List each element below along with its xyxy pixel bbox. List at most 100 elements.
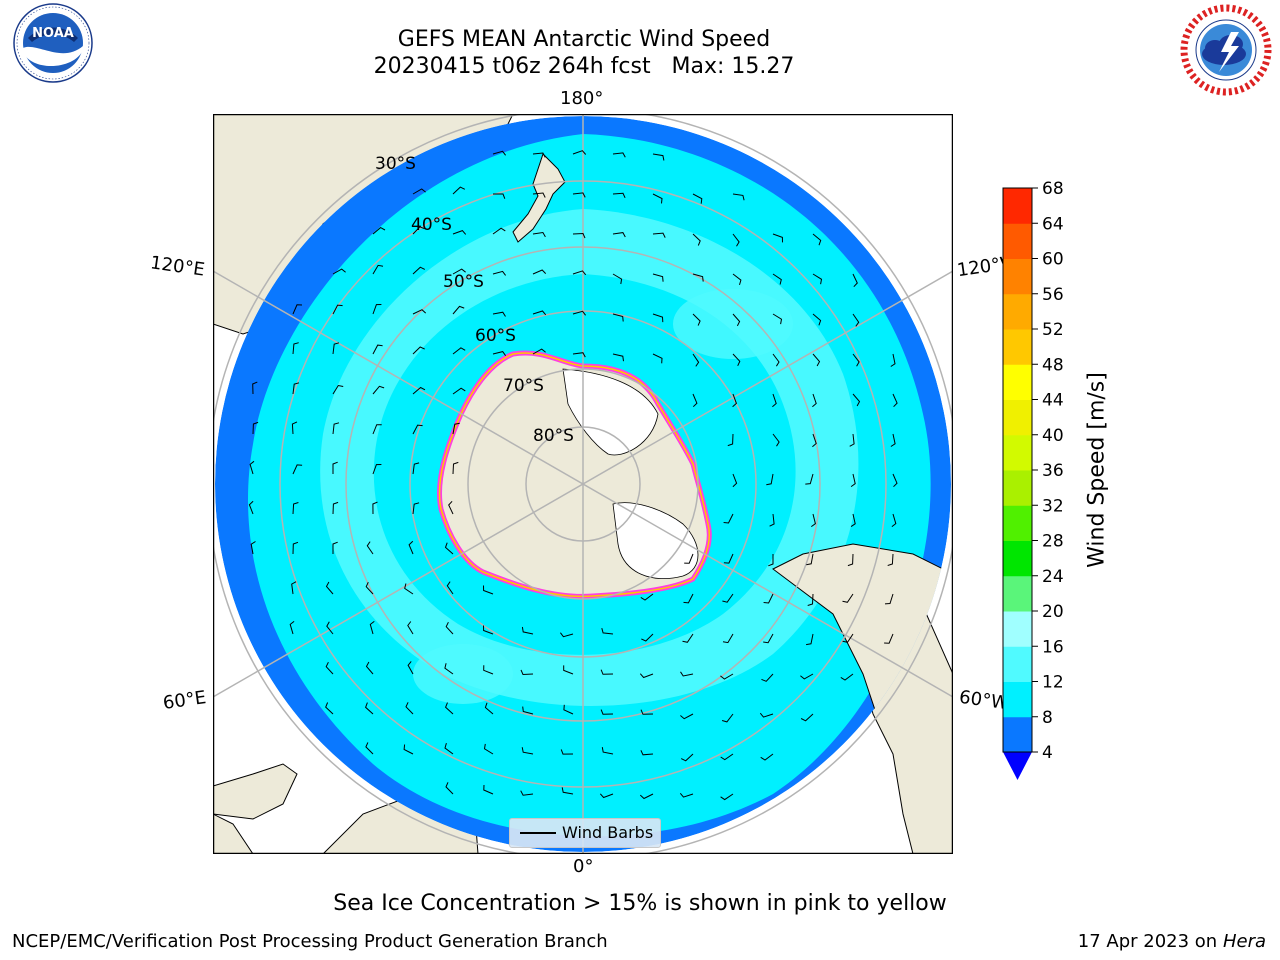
colorbar-tick-label: 60 xyxy=(1042,250,1064,270)
wind-barb xyxy=(365,742,374,755)
wind-barb xyxy=(372,264,384,275)
colorbar-tick-label: 68 xyxy=(1042,180,1064,199)
wind-barb xyxy=(887,553,894,566)
wind-barb xyxy=(600,709,614,715)
sea-ice-caption: Sea Ice Concentration > 15% is shown in … xyxy=(333,891,947,916)
wind-barb xyxy=(372,304,382,315)
wind-barb xyxy=(452,268,466,275)
wind-barb xyxy=(572,270,587,276)
wind-barb xyxy=(732,473,738,488)
lat-label-30s: 30°S xyxy=(375,154,416,174)
colorbar-tick-label: 40 xyxy=(1042,426,1064,446)
wind-barb xyxy=(365,581,374,595)
wind-barb xyxy=(412,188,426,195)
lat-label-40s: 40°S xyxy=(411,215,452,235)
colorbar-tick-label: 24 xyxy=(1042,567,1064,587)
map-legend: Wind Barbs xyxy=(509,818,661,848)
antarctic-wind-map: 30°S 40°S 50°S 60°S 70°S 80°S xyxy=(213,114,953,854)
noaa-logo: NOAA xyxy=(13,3,93,83)
wind-barb xyxy=(492,150,506,156)
wind-barb xyxy=(805,473,814,485)
wind-barb xyxy=(680,671,694,677)
wind-barb xyxy=(800,673,814,680)
wind-barb xyxy=(483,585,494,595)
wind-barb xyxy=(289,621,295,635)
colorbar-tick-label: 28 xyxy=(1042,532,1064,552)
wind-barb xyxy=(612,273,623,285)
wind-barb xyxy=(452,230,467,235)
legend-label: Wind Barbs xyxy=(562,823,654,842)
colorbar-segment xyxy=(1003,540,1032,577)
wind-barb xyxy=(325,702,334,715)
wind-barb xyxy=(772,393,777,408)
wind-barb xyxy=(445,782,454,795)
colorbar-segment xyxy=(1003,611,1032,647)
colorbar-segment xyxy=(1003,188,1032,224)
colorbar-segment xyxy=(1003,575,1032,612)
colorbar-tick-label: 56 xyxy=(1042,285,1064,305)
wind-barb xyxy=(520,790,534,796)
wind-barb xyxy=(692,313,701,326)
colorbar-segment xyxy=(1003,434,1032,471)
wind-barb xyxy=(640,750,654,756)
wind-barb xyxy=(407,621,414,635)
wind-barb xyxy=(891,513,897,527)
wind-barb xyxy=(408,540,414,555)
wind-barb xyxy=(692,193,703,204)
wind-barb xyxy=(641,633,654,642)
wind-barb xyxy=(372,226,386,235)
wind-barb xyxy=(601,747,614,755)
wind-barb xyxy=(732,313,741,327)
wind-barb xyxy=(612,152,626,158)
wind-barb xyxy=(444,663,454,675)
wind-barb xyxy=(652,273,664,282)
wind-barb xyxy=(372,501,378,515)
wind-barb xyxy=(800,713,814,722)
wind-barb xyxy=(248,500,254,515)
wind-barb xyxy=(448,500,454,515)
wind-barb xyxy=(291,581,297,595)
wind-barb xyxy=(727,433,734,447)
wind-barb xyxy=(639,793,654,800)
lon-label-0: 0° xyxy=(573,856,594,877)
wind-barb xyxy=(483,665,494,675)
wind-barb xyxy=(763,633,774,644)
wind-barb xyxy=(412,309,427,315)
wind-barb xyxy=(405,702,414,715)
wind-barb xyxy=(812,433,817,448)
wind-barb xyxy=(332,342,340,355)
noaa-logo-text: NOAA xyxy=(32,26,74,41)
colorbar-segment xyxy=(1003,470,1032,506)
wind-barb xyxy=(768,554,774,567)
wind-barb xyxy=(563,665,574,675)
wind-barb xyxy=(326,621,334,635)
wind-barb xyxy=(723,553,734,564)
wind-barb xyxy=(680,753,694,762)
wind-barb xyxy=(372,464,382,475)
lat-label-80s: 80°S xyxy=(533,426,574,446)
wind-barb xyxy=(812,313,822,326)
map-title: GEFS MEAN Antarctic Wind Speed xyxy=(397,27,771,52)
wind-barb xyxy=(366,541,374,555)
colorbar-segment xyxy=(1003,646,1032,682)
wind-barb xyxy=(760,753,774,761)
wind-barb xyxy=(252,381,258,395)
lat-label-60s: 60°S xyxy=(475,326,516,346)
wind-barb xyxy=(561,787,574,795)
wind-barb xyxy=(445,702,454,715)
wind-barb xyxy=(652,353,663,364)
wind-barb xyxy=(444,542,454,555)
wind-barb xyxy=(520,669,534,676)
map-border xyxy=(213,114,953,854)
wind-barb xyxy=(612,192,626,199)
colorbar-segment xyxy=(1003,329,1032,365)
wind-barb xyxy=(652,313,664,323)
wind-barb xyxy=(612,232,626,238)
wind-barb xyxy=(404,583,414,595)
wind-barb xyxy=(806,633,814,646)
wind-barb xyxy=(444,742,454,755)
wind-barb xyxy=(850,473,856,488)
wind-barb xyxy=(403,744,414,755)
wind-barb xyxy=(332,268,346,275)
wind-barb xyxy=(722,593,734,603)
